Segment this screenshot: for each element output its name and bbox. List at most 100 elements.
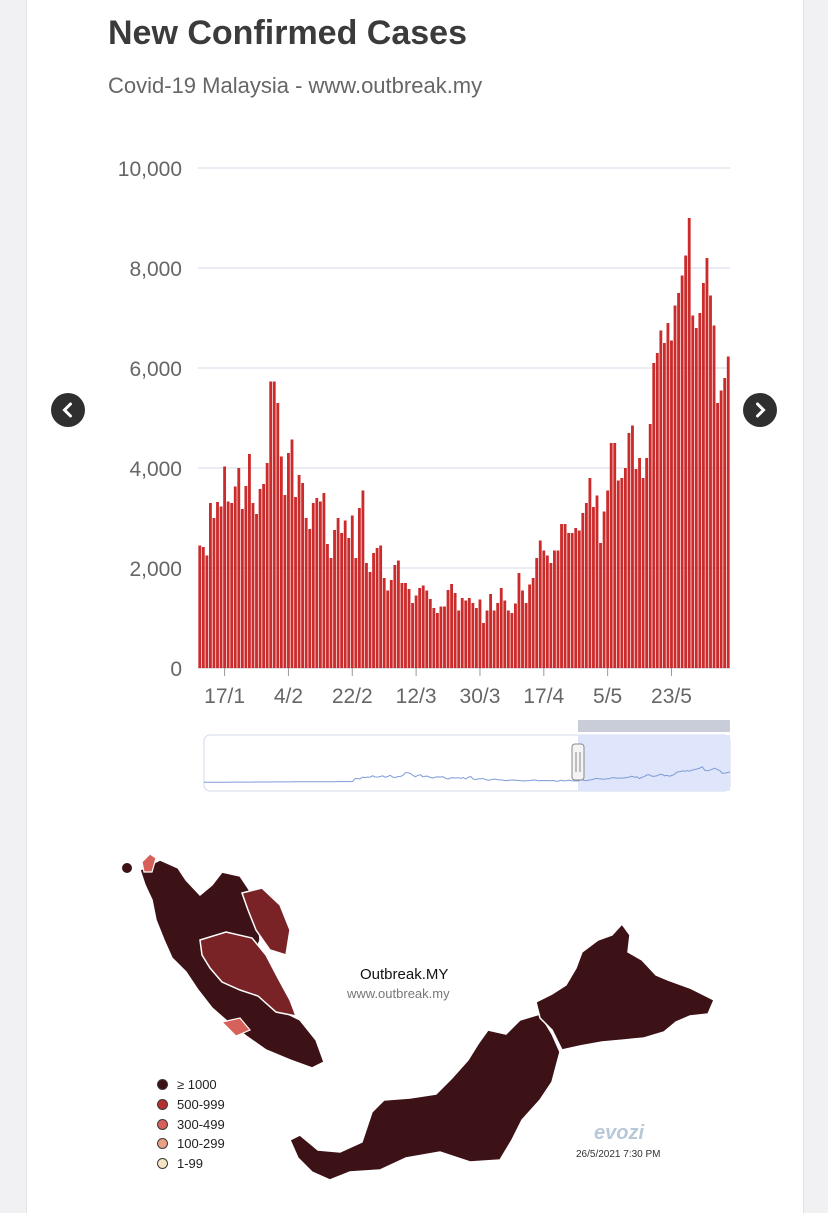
- bar: [680, 275, 684, 668]
- bar: [698, 313, 702, 668]
- bar: [233, 486, 237, 668]
- bar: [549, 563, 553, 668]
- bar: [556, 550, 560, 668]
- bar: [198, 545, 202, 668]
- x-tick-label: 30/3: [460, 685, 501, 708]
- y-tick-label: 8,000: [129, 258, 182, 281]
- bar: [563, 524, 567, 668]
- bar: [599, 543, 602, 668]
- sarawak-region: [289, 1013, 561, 1181]
- bar: [535, 558, 539, 668]
- x-tick-label: 17/1: [204, 685, 245, 708]
- y-axis-labels: 0 2,000 4,000 6,000 8,000 10,000: [118, 158, 182, 681]
- bar: [677, 293, 680, 668]
- map-title: Outbreak.MY: [360, 966, 449, 983]
- chevron-right-icon: [756, 402, 766, 418]
- bar: [347, 538, 351, 668]
- bar: [396, 560, 400, 668]
- bar: [322, 493, 326, 668]
- bar: [542, 550, 546, 668]
- next-chart-button[interactable]: [743, 393, 777, 427]
- bar: [201, 547, 205, 668]
- bar: [478, 599, 482, 668]
- bar: [333, 530, 336, 668]
- bar: [538, 540, 542, 668]
- legend-item: 300-499: [157, 1114, 225, 1134]
- bar: [524, 603, 528, 668]
- bar: [354, 558, 358, 668]
- bar: [503, 600, 507, 668]
- bar: [567, 533, 571, 668]
- bar: [694, 328, 698, 668]
- bar: [279, 456, 283, 668]
- chevron-left-icon: [62, 402, 72, 418]
- legend-dot: [157, 1118, 168, 1130]
- terengganu-region: [241, 887, 291, 956]
- bar: [365, 563, 368, 668]
- bar: [545, 555, 549, 668]
- bar: [255, 514, 258, 668]
- bar: [659, 330, 663, 668]
- perlis-region: [141, 853, 157, 873]
- legend-item: 1-99: [157, 1154, 225, 1174]
- bar: [684, 255, 688, 668]
- bar: [329, 558, 333, 668]
- bar: [602, 511, 606, 668]
- bar: [240, 509, 244, 668]
- bar: [570, 533, 574, 668]
- bar: [510, 613, 514, 668]
- navigator-handle-left: [571, 743, 585, 781]
- bar: [223, 466, 227, 668]
- map-url: www.outbreak.my: [347, 986, 450, 1001]
- bar: [474, 608, 478, 668]
- bar: [219, 506, 223, 668]
- bar: [492, 610, 496, 668]
- bar: [343, 520, 347, 668]
- navigator-selection: [578, 735, 730, 791]
- bar: [496, 603, 500, 668]
- bar: [340, 533, 344, 668]
- bar: [382, 578, 386, 668]
- bar: [372, 553, 375, 668]
- bar: [606, 490, 610, 668]
- bar: [389, 580, 393, 668]
- bar: [489, 594, 493, 668]
- legend-dot: [157, 1158, 168, 1170]
- bar: [361, 490, 365, 668]
- bar: [638, 458, 641, 668]
- bar: [499, 588, 503, 668]
- chart-bars: [198, 218, 730, 668]
- legend-item: 500-999: [157, 1095, 225, 1115]
- bar: [514, 603, 517, 668]
- y-tick-label: 4,000: [129, 458, 182, 481]
- bar: [379, 545, 383, 668]
- bar: [655, 353, 659, 668]
- bar: [712, 325, 716, 668]
- x-tick-label: 5/5: [593, 685, 622, 708]
- bar: [620, 478, 624, 668]
- bar: [595, 495, 599, 668]
- legend-item: 100-299: [157, 1134, 225, 1154]
- bar: [609, 443, 613, 668]
- bar: [631, 425, 634, 668]
- sabah-region: [535, 922, 715, 1051]
- bar: [457, 610, 461, 668]
- bar: [276, 403, 280, 668]
- bar: [386, 590, 390, 668]
- bar: [208, 503, 212, 668]
- bar: [269, 381, 273, 668]
- bar: [482, 623, 485, 668]
- bar: [404, 583, 407, 668]
- bar: [315, 498, 319, 668]
- legend-item: ≥ 1000: [157, 1075, 225, 1095]
- previous-chart-button[interactable]: [51, 393, 85, 427]
- bar: [248, 454, 251, 668]
- range-navigator[interactable]: [203, 720, 731, 792]
- map-timestamp: 26/5/2021 7:30 PM: [576, 1149, 661, 1160]
- bar: [623, 468, 627, 668]
- chart-grid: [198, 167, 730, 669]
- bar: [411, 603, 414, 668]
- page-title: New Confirmed Cases: [108, 14, 467, 52]
- bar: [326, 544, 329, 668]
